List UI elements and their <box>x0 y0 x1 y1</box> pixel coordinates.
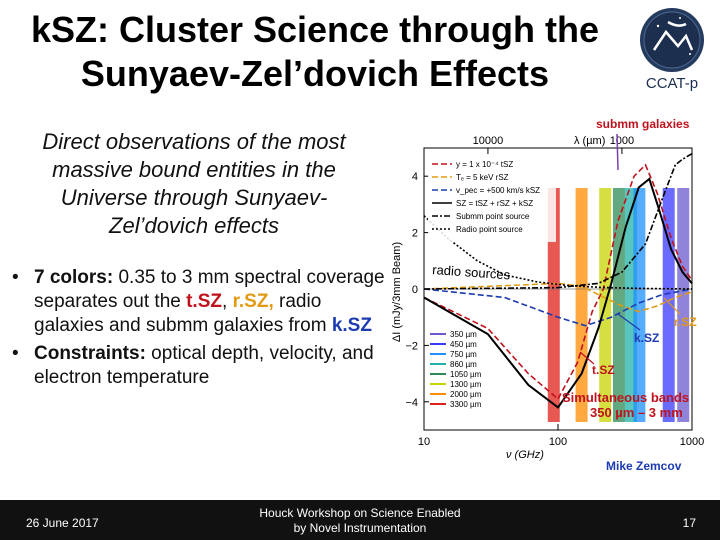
subtitle: Direct observations of the most massive … <box>42 129 346 238</box>
annotation-radio: radio sources <box>432 262 511 282</box>
annotation-arrow <box>579 351 595 365</box>
legend-label: SZ = tSZ + rSZ + kSZ <box>456 199 533 208</box>
band-legend-label: 1050 µm <box>450 370 482 379</box>
band-legend-label: 860 µm <box>450 360 477 369</box>
annotation-arrow <box>617 313 641 331</box>
legend-box <box>428 154 556 242</box>
legend-label: Radio point source <box>456 225 523 234</box>
annotation-arrow <box>663 297 681 315</box>
annotation-ksz: k.SZ <box>634 331 659 345</box>
footer-line-2: by Novel Instrumentation <box>293 521 427 535</box>
bullet-colors: • 7 colors: 0.35 to 3 mm spectral covera… <box>10 266 390 338</box>
band-column <box>662 188 675 422</box>
slide-title: kSZ: Cluster Science through the Sunyaev… <box>10 8 620 96</box>
ksz-term: k.SZ <box>331 315 372 336</box>
annotation-tsz: t.SZ <box>592 363 615 377</box>
band-legend-label: 350 µm <box>450 330 477 339</box>
y-tick-label: −2 <box>405 340 418 352</box>
logo-text: CCAT-p <box>646 75 698 92</box>
term-separator: , <box>222 291 233 312</box>
bullet-text: radio galaxies and submm galaxies from <box>34 291 332 336</box>
series-ksz <box>423 288 693 327</box>
bullet-dot: • <box>12 343 19 364</box>
sz-spectrum-chart: −4 −2 0 2 4 10 100 1000 10000 1000 λ (µm) ν (GHz) ΔI… <box>391 117 704 472</box>
band-legend-label: 1300 µm <box>450 380 482 389</box>
tsz-term: t.SZ <box>186 291 222 312</box>
series-tsz <box>423 163 693 401</box>
band-column <box>677 188 690 422</box>
band-legend-label: 3300 µm <box>450 400 482 409</box>
legend-label: v_pec = +500 km/s kSZ <box>456 186 540 195</box>
bullet-dot: • <box>12 267 19 288</box>
legend-label: Tₑ = 5 keV rSZ <box>456 173 509 182</box>
bullet-text: 0.35 to 3 mm spectral coverage separates… <box>34 267 385 312</box>
page-number: 17 <box>682 516 696 530</box>
annotation-bands-1: Simultaneous bands <box>562 390 689 405</box>
annotation-bands-2: 350 µm – 3 mm <box>590 405 683 420</box>
annotation-submm: submm galaxies <box>596 117 690 131</box>
title-line-2: Sunyaev-Zel’dovich Effects <box>80 53 550 94</box>
bullet-text: optical depth, velocity, and electron te… <box>34 343 374 388</box>
annotation-rsz: r.SZ <box>674 315 697 329</box>
footer-date: 26 June 2017 <box>26 516 99 530</box>
top-tick-label: 10000 <box>473 135 504 147</box>
bullet-constraints: • Constraints: optical depth, velocity, … <box>10 342 390 390</box>
title-line-1: kSZ: Cluster Science through the <box>30 9 600 50</box>
top-tick-label: 1000 <box>610 135 634 147</box>
x-tick-label: 1000 <box>680 436 704 448</box>
band-legend-label: 750 µm <box>450 350 477 359</box>
y-tick-label: −4 <box>405 397 418 409</box>
bullet-list: • 7 colors: 0.35 to 3 mm spectral covera… <box>10 266 390 394</box>
x-tick-label: 10 <box>418 436 430 448</box>
footer-workshop: Houck Workshop on Science Enabled by Nov… <box>236 506 484 536</box>
top-axis-label: λ (µm) <box>574 135 605 147</box>
bullet-lead: 7 colors: <box>34 267 114 288</box>
telescope-icon <box>652 20 694 51</box>
y-tick-label: 4 <box>412 171 418 183</box>
annotation-author: Mike Zemcov <box>606 459 682 472</box>
ccat-logo: CCAT-p <box>640 8 704 92</box>
y-axis-label: ΔI (mJy/3mm Beam) <box>391 242 403 342</box>
legend-label: Submm point source <box>456 212 530 221</box>
band-column <box>547 188 560 422</box>
series-rsz <box>423 282 693 313</box>
bullet-lead: Constraints: <box>34 343 146 364</box>
footer-bar: 26 June 2017 Houck Workshop on Science E… <box>0 500 720 540</box>
y-tick-label: 0 <box>412 284 418 296</box>
series-radio <box>423 215 693 290</box>
series-sz <box>423 177 693 409</box>
legend-label: y = 1 x 10⁻⁴ tSZ <box>456 160 513 169</box>
x-tick-label: 100 <box>549 436 567 448</box>
band-legend-label: 450 µm <box>450 340 477 349</box>
footer-line-1: Houck Workshop on Science Enabled <box>259 506 461 520</box>
band-legend-label: 2000 µm <box>450 390 482 399</box>
y-tick-label: 2 <box>412 228 418 240</box>
band-column <box>575 188 588 422</box>
rsz-term: r.SZ, <box>232 291 274 312</box>
annotation-arrow <box>616 133 619 171</box>
x-axis-label: ν (GHz) <box>506 449 544 461</box>
